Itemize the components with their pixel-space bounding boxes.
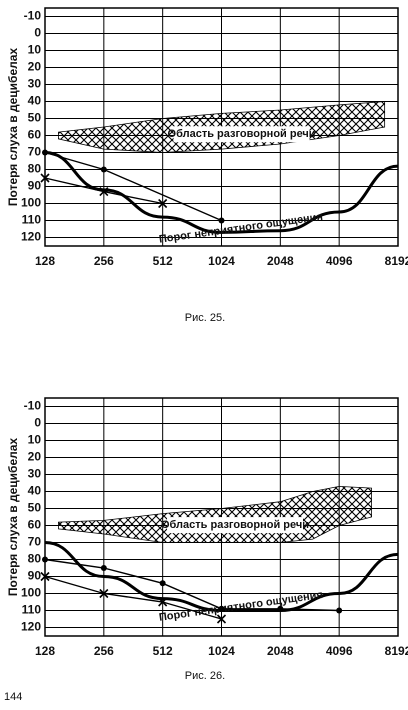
x-tick-label: 128 xyxy=(35,644,55,658)
y-tick-label: 120 xyxy=(21,620,41,634)
x-tick-label: 4096 xyxy=(326,644,353,658)
y-tick-label: 0 xyxy=(34,416,41,430)
y-tick-label: 60 xyxy=(28,128,42,142)
dot-marker xyxy=(100,565,107,571)
audiogram-line xyxy=(44,575,222,620)
x-tick-label: 256 xyxy=(94,254,114,268)
y-axis-label: Потеря слуха в децибелах xyxy=(6,438,20,596)
x-tick-label: 1024 xyxy=(208,644,235,658)
dot-marker xyxy=(42,149,48,156)
y-tick-label: 110 xyxy=(22,213,42,227)
dot-marker xyxy=(100,166,107,173)
y-tick-label: 60 xyxy=(28,518,42,532)
x-tick-label: 256 xyxy=(94,644,114,658)
threshold-curve xyxy=(44,151,399,234)
dot-marker xyxy=(218,217,225,224)
y-tick-label: -10 xyxy=(24,399,42,413)
y-tick-label: 110 xyxy=(22,603,42,617)
label-bg xyxy=(173,126,310,143)
y-tick-label: 50 xyxy=(28,111,42,125)
y-tick-label: 50 xyxy=(28,501,42,515)
y-tick-label: 30 xyxy=(28,77,42,91)
caption: Рис. 26. xyxy=(185,670,225,682)
y-tick-label: 100 xyxy=(21,196,41,210)
y-tick-label: 90 xyxy=(28,179,42,193)
cross-marker xyxy=(99,588,109,599)
area-label: Область разговорной речи xyxy=(161,519,309,531)
x-tick-label: 4096 xyxy=(326,254,353,268)
y-tick-label: 90 xyxy=(28,569,42,583)
x-tick-label: 8192 xyxy=(385,644,408,658)
x-tick-label: 1024 xyxy=(208,254,235,268)
y-tick-label: 70 xyxy=(28,535,42,549)
dot-marker xyxy=(277,605,284,612)
y-tick-label: 40 xyxy=(28,484,42,498)
y-tick-label: 40 xyxy=(28,94,42,108)
dot-marker xyxy=(42,556,48,563)
x-tick-label: 8192 xyxy=(385,254,408,268)
y-tick-label: 80 xyxy=(28,552,42,566)
y-tick-label: 10 xyxy=(28,43,42,57)
page-number: 144 xyxy=(4,691,22,703)
dot-marker xyxy=(159,580,166,587)
cross-marker xyxy=(40,571,50,582)
y-tick-label: 80 xyxy=(28,162,42,176)
cross-marker xyxy=(99,187,109,197)
dot-marker xyxy=(336,607,343,614)
x-tick-label: 2048 xyxy=(267,254,294,268)
y-tick-label: 120 xyxy=(21,230,41,244)
cross-marker xyxy=(216,614,227,624)
x-tick-label: 128 xyxy=(35,254,55,268)
y-tick-label: -10 xyxy=(24,9,42,23)
cross-marker xyxy=(40,173,50,183)
caption: Рис. 25. xyxy=(185,312,225,324)
y-tick-label: 20 xyxy=(28,60,42,74)
y-axis-label: Потеря слуха в децибелах xyxy=(6,48,20,206)
y-tick-label: 20 xyxy=(28,450,42,464)
x-tick-label: 512 xyxy=(153,644,173,658)
dot-marker xyxy=(218,605,225,612)
cross-marker xyxy=(158,198,168,209)
y-tick-label: 10 xyxy=(28,433,42,447)
area-label: Область разговорной речи xyxy=(168,128,316,140)
y-tick-label: 100 xyxy=(21,586,41,600)
label-bg xyxy=(167,517,304,534)
y-tick-label: 30 xyxy=(28,467,42,481)
cross-marker xyxy=(158,597,168,607)
audiogram-line xyxy=(44,558,340,612)
y-tick-label: 70 xyxy=(28,145,42,159)
x-tick-label: 2048 xyxy=(267,644,294,658)
x-tick-label: 512 xyxy=(153,254,173,268)
y-tick-label: 0 xyxy=(34,26,41,40)
